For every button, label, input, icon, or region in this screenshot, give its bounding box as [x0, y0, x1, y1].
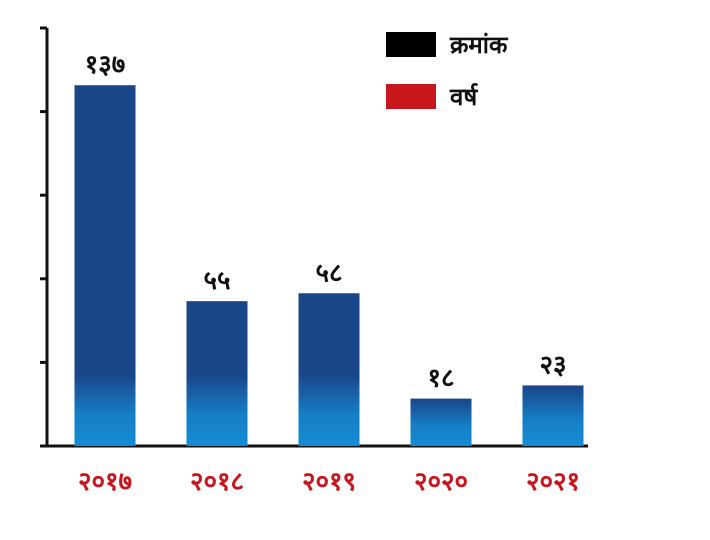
- bar-group: [410, 398, 472, 446]
- legend-swatch: [386, 32, 436, 57]
- bar-glow: [186, 374, 248, 446]
- legend-swatch: [386, 84, 436, 109]
- category-labels: २०१७ २०१८ २०१९ २०२० २०२१: [78, 467, 580, 497]
- bar-value-label: ५५: [203, 266, 230, 296]
- value-labels: १३७ ५५ ५८ १८ २३: [85, 50, 567, 393]
- legend-item: वर्ष: [386, 83, 478, 111]
- bar-group: [186, 301, 248, 446]
- bar-group: [74, 85, 136, 447]
- bar-glow: [74, 374, 136, 446]
- bar-group: [522, 385, 584, 446]
- bar-value-label: २३: [539, 350, 566, 380]
- x-tick-label: २०२०: [414, 467, 468, 497]
- bar-value-label: ५८: [315, 258, 342, 288]
- x-tick-label: २०१८: [190, 467, 244, 497]
- x-tick-label: २०२१: [526, 467, 580, 497]
- x-tick-label: २०१९: [302, 467, 356, 497]
- bars: [74, 85, 584, 447]
- bar-glow: [522, 385, 584, 446]
- bar-glow: [410, 398, 472, 446]
- bar-value-label: १८: [427, 364, 454, 394]
- x-tick-label: २०१७: [78, 467, 132, 497]
- legend-label: वर्ष: [449, 83, 478, 111]
- bar-group: [298, 293, 360, 446]
- legend-item: क्रमांक: [386, 31, 509, 59]
- legend: क्रमांक वर्ष: [386, 31, 509, 111]
- bar-value-label: १३७: [85, 50, 126, 80]
- bar-glow: [298, 374, 360, 446]
- legend-label: क्रमांक: [449, 31, 509, 59]
